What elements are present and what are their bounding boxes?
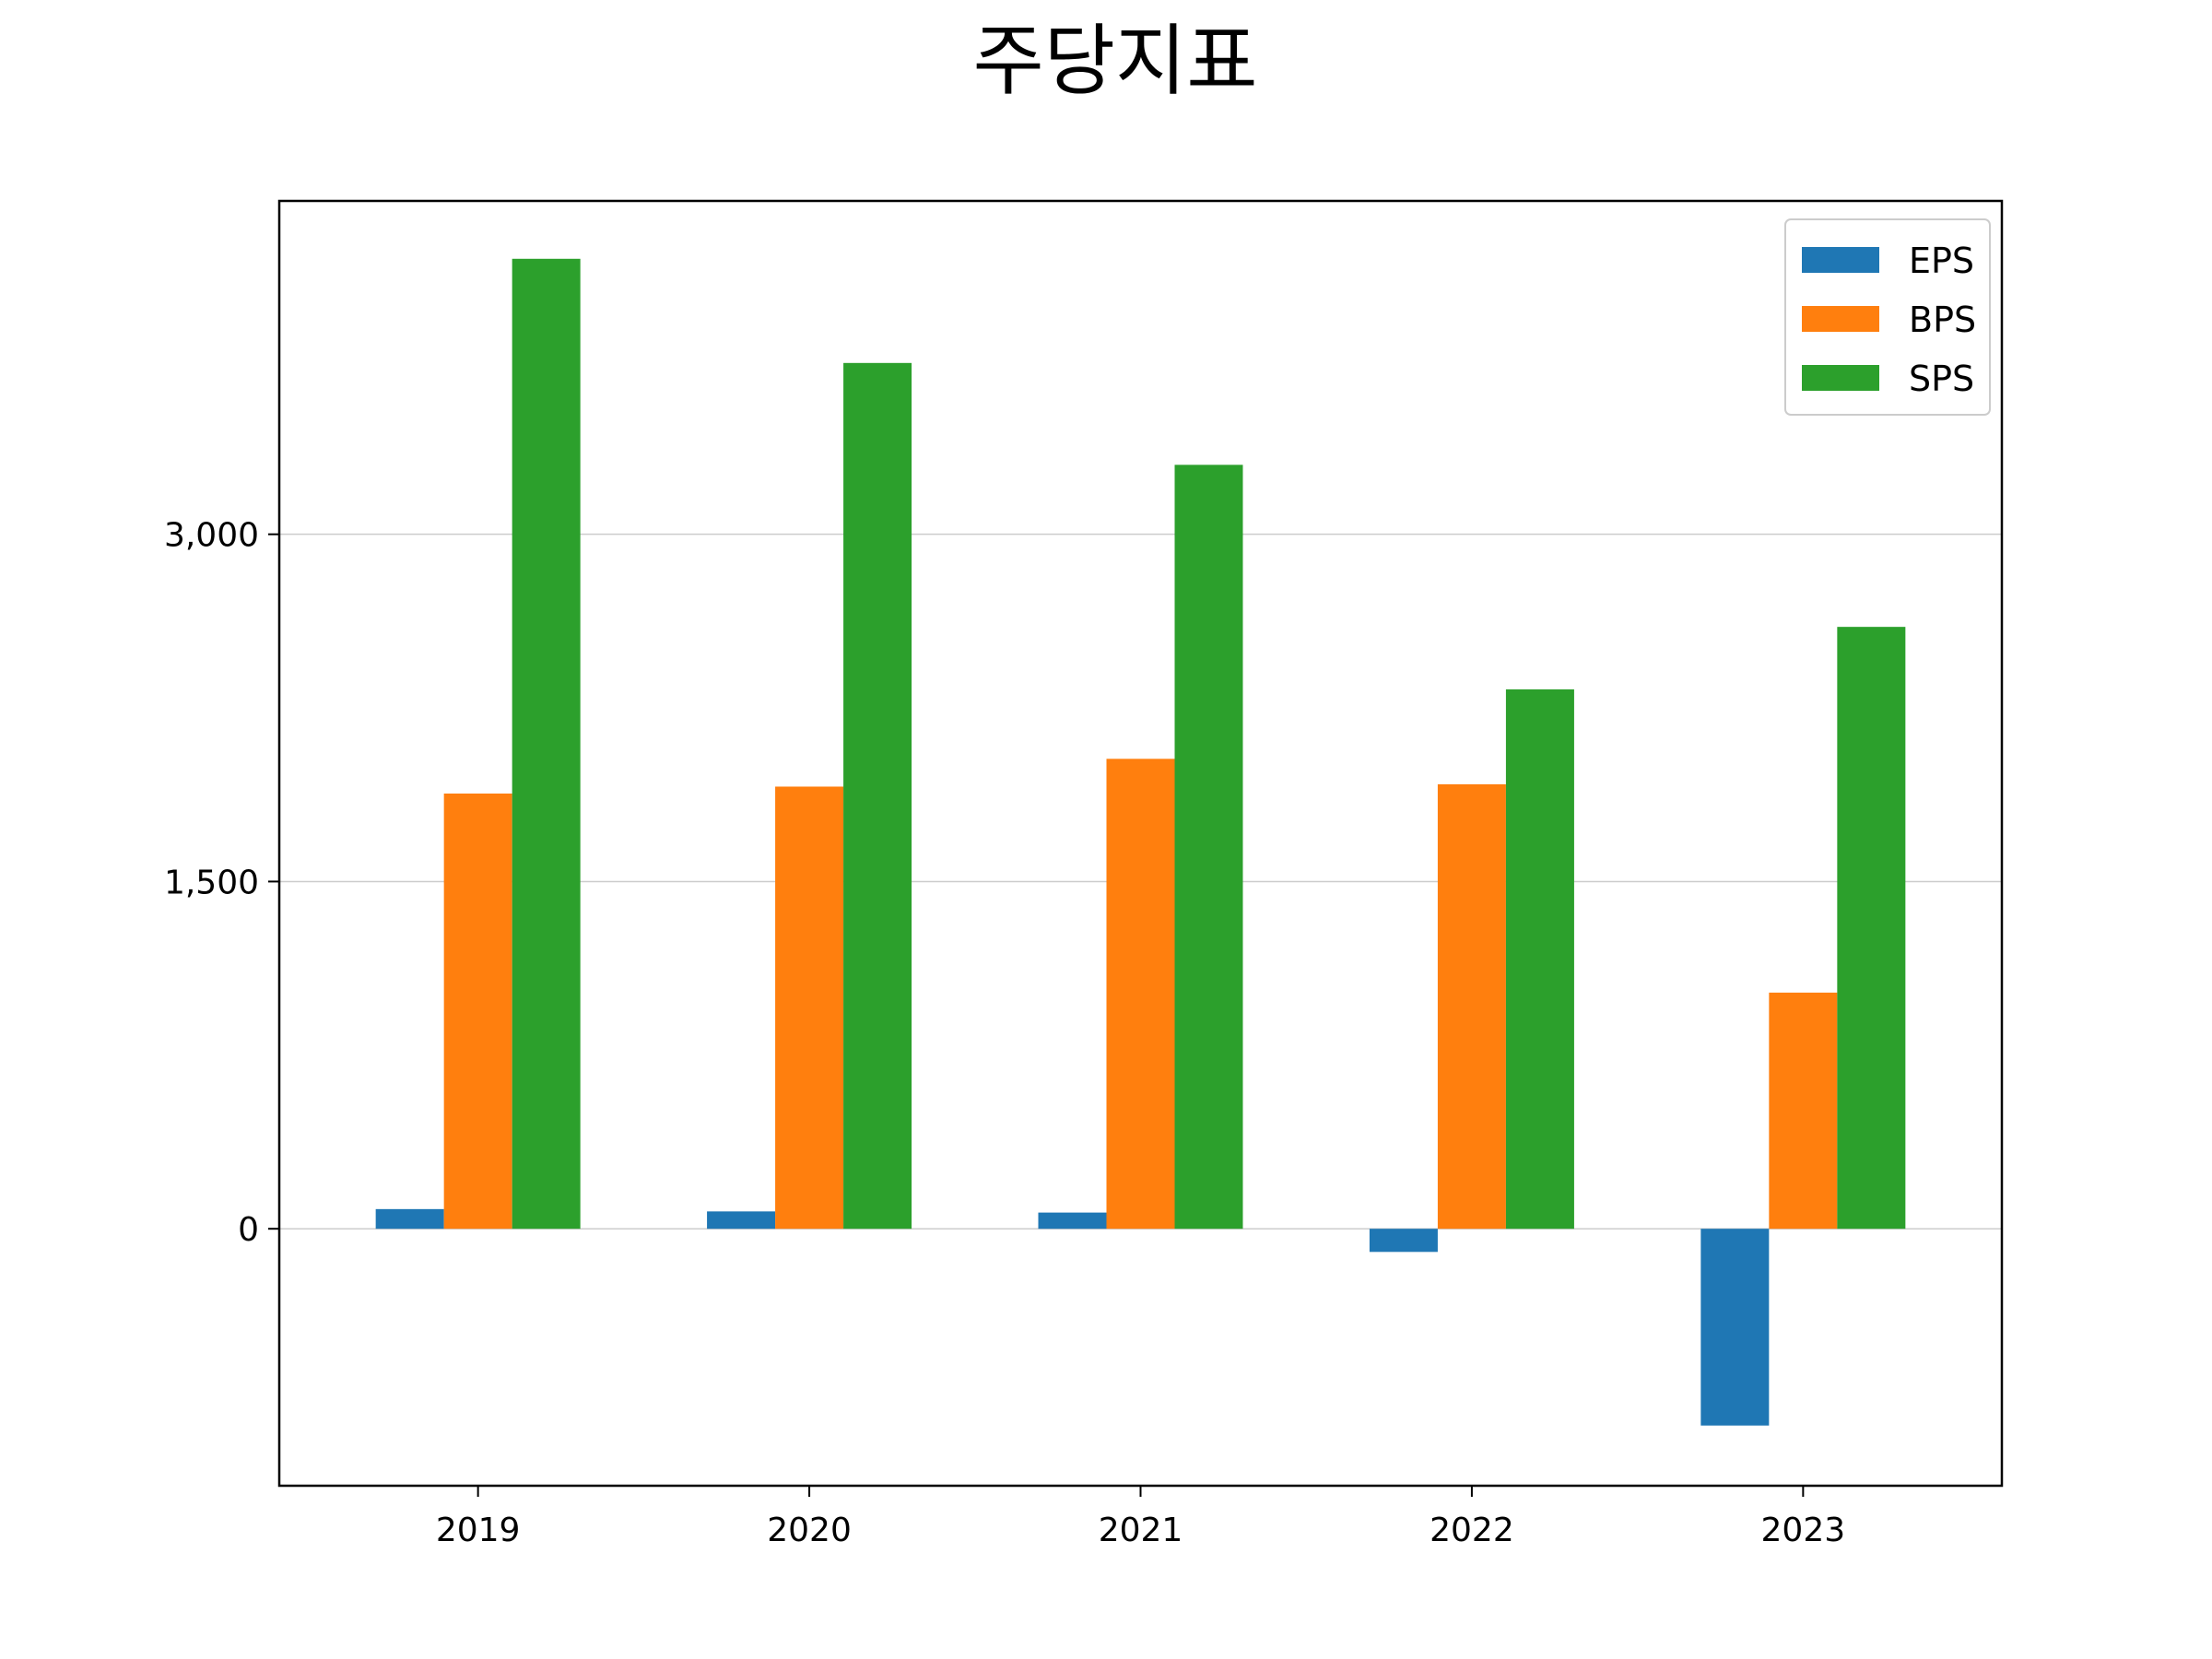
bar-eps-2023: [1700, 1229, 1770, 1426]
legend-label-bps: BPS: [1909, 300, 1976, 340]
bar-eps-2021: [1038, 1212, 1107, 1230]
bar-eps-2022: [1369, 1229, 1438, 1253]
bar-bps-2023: [1769, 993, 1838, 1230]
bar-sps-2019: [512, 258, 581, 1230]
y-tick-label: 1,500: [164, 864, 259, 901]
bar-bps-2021: [1106, 759, 1175, 1230]
x-tick-label: 2023: [1761, 1512, 1846, 1549]
bar-sps-2020: [843, 362, 912, 1230]
axes: 0 1,500 3,000 2019 2020 2021 2022 2023: [164, 517, 1845, 1549]
bar-sps-2021: [1174, 465, 1243, 1230]
x-tick-label: 2019: [436, 1512, 521, 1549]
bar-sps-2023: [1837, 627, 1906, 1230]
legend-label-sps: SPS: [1909, 359, 1974, 399]
bar-bps-2022: [1437, 783, 1506, 1230]
bar-eps-2019: [375, 1208, 444, 1230]
bar-bps-2019: [443, 793, 512, 1230]
x-tick-label: 2020: [767, 1512, 852, 1549]
x-tick-label: 2021: [1099, 1512, 1183, 1549]
bar-sps-2022: [1505, 688, 1574, 1230]
y-tick-label: 3,000: [164, 517, 259, 555]
legend-swatch-bps: [1802, 306, 1879, 332]
x-tick-label: 2022: [1430, 1512, 1514, 1549]
legend-swatch-eps: [1802, 247, 1879, 273]
legend: EPS BPS SPS: [1784, 218, 1991, 416]
legend-label-eps: EPS: [1909, 241, 1974, 281]
legend-swatch-sps: [1802, 365, 1879, 391]
bars: [375, 258, 1906, 1426]
y-tick-label: 0: [238, 1211, 259, 1249]
chart-title: 주당지표: [972, 16, 1257, 106]
bar-bps-2020: [775, 786, 844, 1230]
bar-eps-2020: [707, 1211, 776, 1230]
